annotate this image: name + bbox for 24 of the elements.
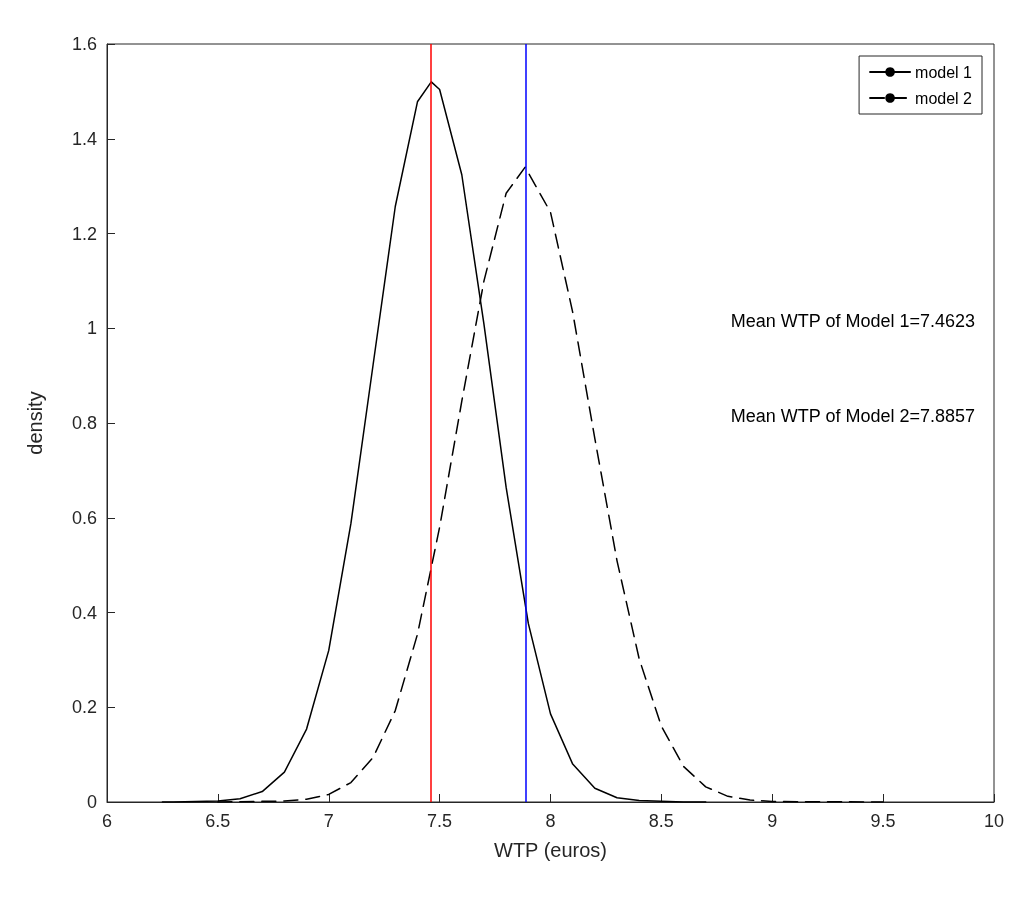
annotation: Mean WTP of Model 1=7.4623	[730, 311, 975, 331]
x-tick-label: 6	[101, 811, 113, 831]
y-tick-label: 0.2	[71, 697, 97, 718]
y-tick-label: 1.4	[71, 128, 97, 149]
y-tick-label: 0	[86, 792, 97, 812]
legend-label: model 1	[915, 63, 973, 81]
x-tick-label: 7	[323, 811, 334, 831]
x-tick-label: 6.5	[205, 811, 231, 831]
x-tick-label: 10	[983, 811, 1005, 831]
y-tick-label: 1.2	[71, 223, 97, 244]
y-tick-label: 0.8	[71, 413, 97, 433]
x-tick-label: 8.5	[648, 811, 674, 831]
x-axis-title: WTP (euros)	[494, 839, 607, 861]
x-tick-label: 9.5	[870, 811, 896, 831]
x-tick-label: 7.5	[427, 811, 453, 831]
x-tick-label: 8	[545, 811, 556, 831]
annotation: Mean WTP of Model 2=7.8857	[730, 406, 975, 426]
y-tick-label: 0.6	[71, 507, 97, 528]
y-axis-title: density	[24, 391, 46, 455]
y-tick-label: 1	[86, 318, 97, 339]
legend-label: model 2	[915, 89, 973, 107]
x-tick-label: 9	[767, 811, 778, 831]
y-tick-label: 0.4	[71, 602, 97, 623]
y-tick-label: 1.6	[71, 34, 97, 54]
